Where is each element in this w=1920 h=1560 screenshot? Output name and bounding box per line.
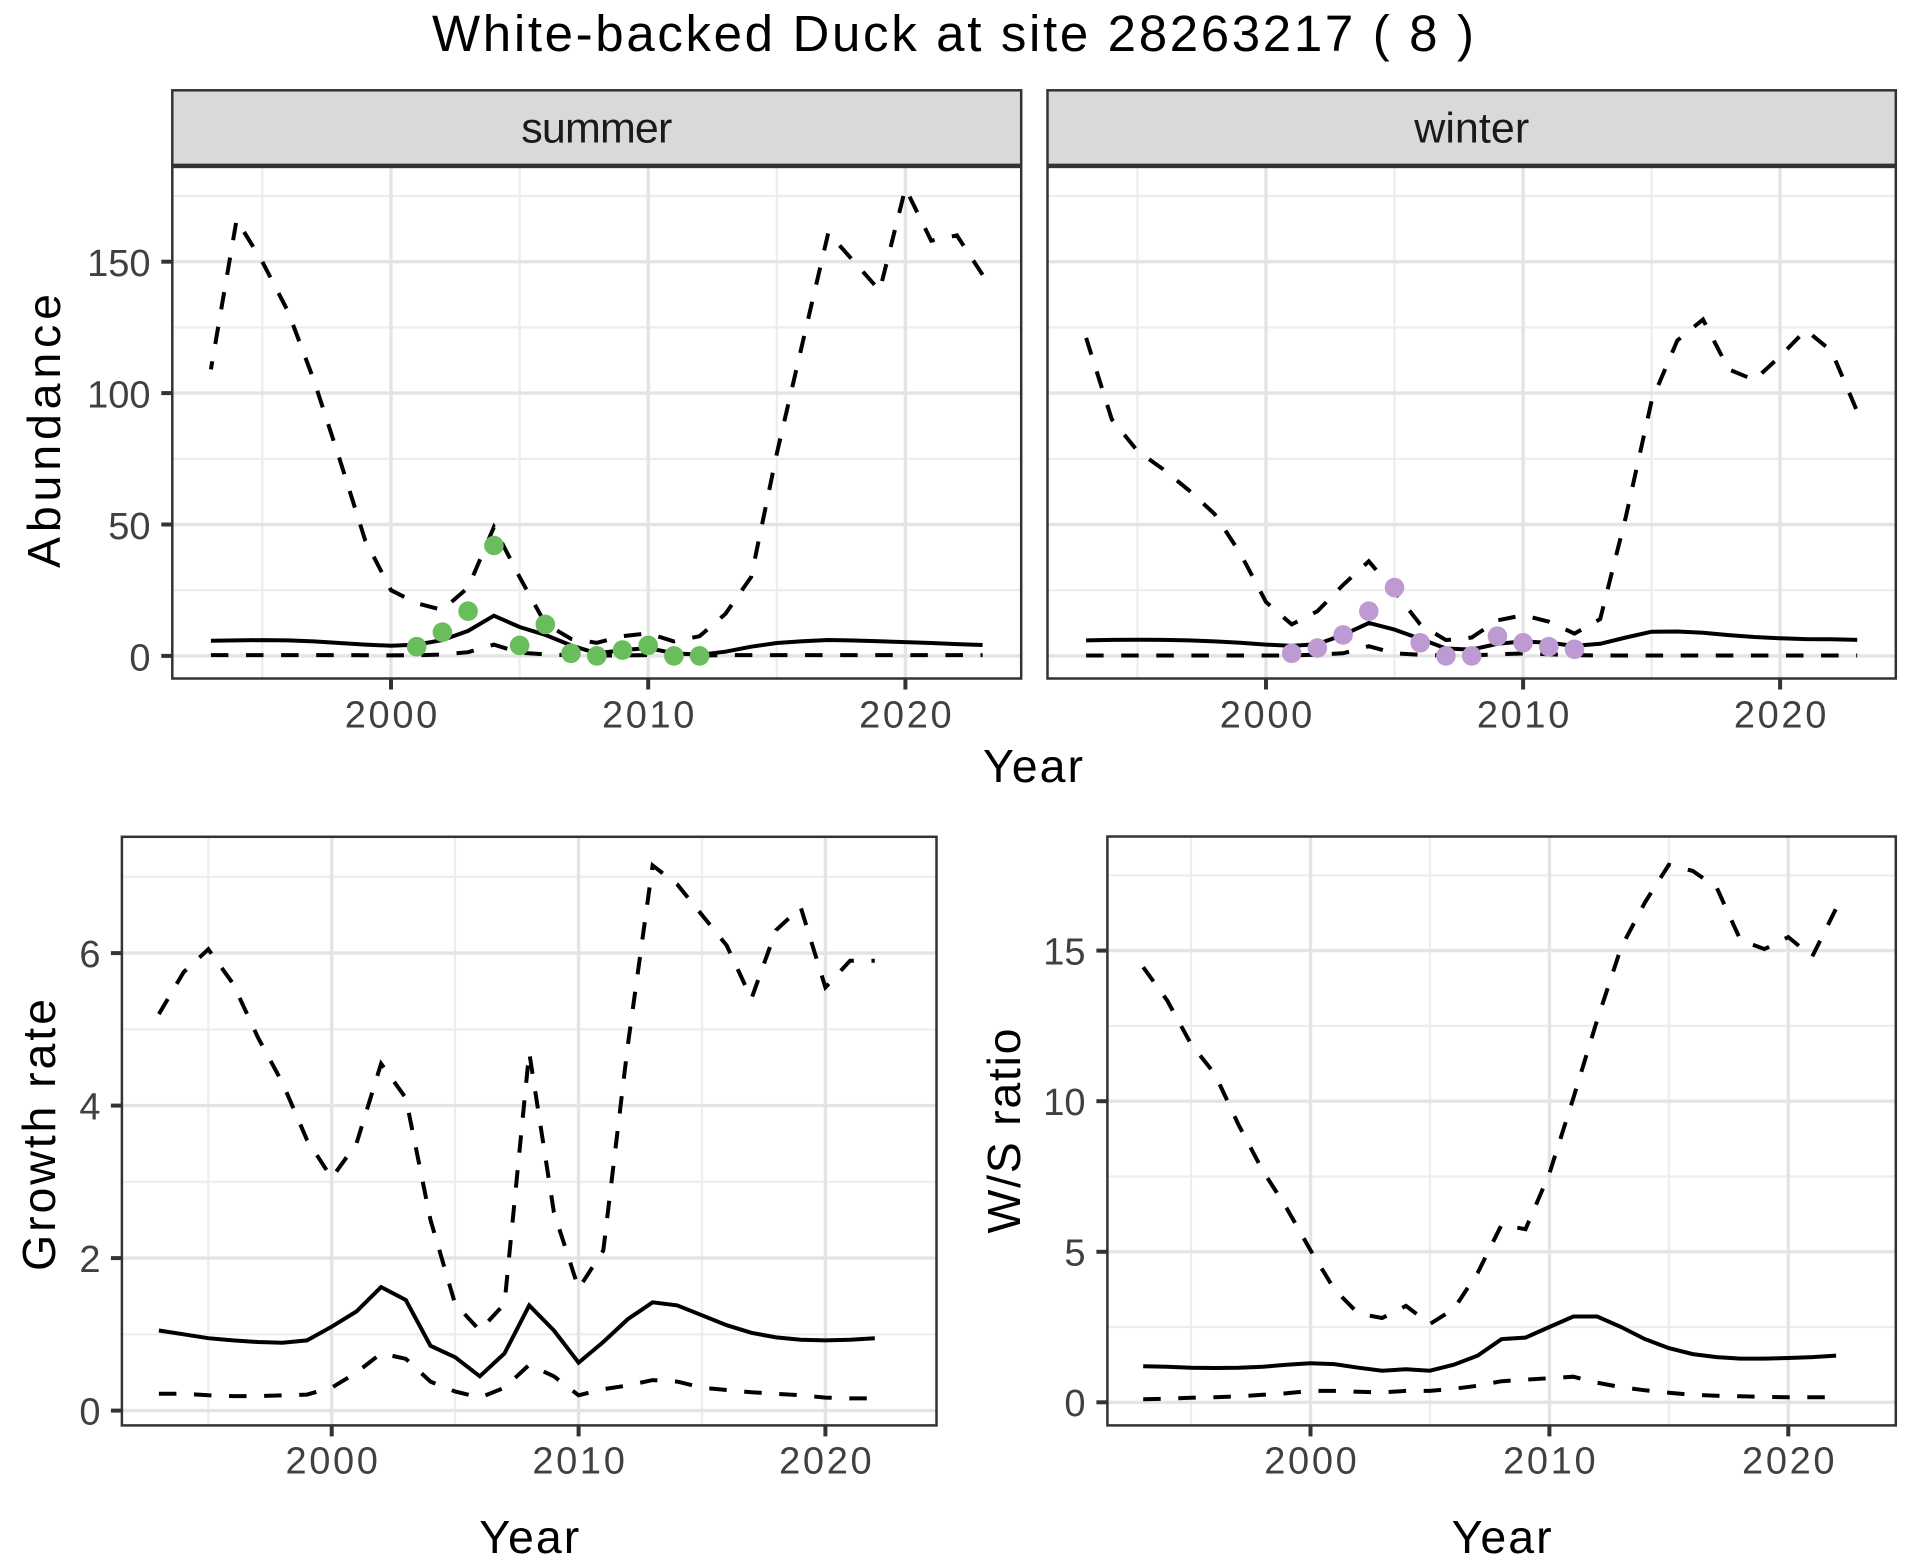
svg-text:Year: Year (983, 740, 1083, 792)
svg-text:6: 6 (79, 934, 100, 976)
svg-text:10: 10 (1043, 1082, 1085, 1124)
svg-text:0: 0 (79, 1392, 100, 1434)
svg-text:winter: winter (1413, 105, 1529, 153)
svg-text:White-backed Duck at site 2826: White-backed Duck at site 28263217 ( 8 ) (432, 5, 1474, 62)
svg-text:150: 150 (87, 243, 150, 285)
svg-text:Year: Year (1452, 1511, 1552, 1560)
svg-text:50: 50 (108, 506, 150, 548)
svg-text:0: 0 (1064, 1383, 1085, 1425)
svg-text:Abundance: Abundance (18, 294, 70, 568)
svg-text:summer: summer (521, 105, 672, 153)
svg-text:100: 100 (87, 375, 150, 417)
svg-text:W/S ratio: W/S ratio (978, 1029, 1030, 1234)
svg-text:5: 5 (1064, 1233, 1085, 1275)
svg-text:0: 0 (129, 637, 150, 679)
svg-text:2: 2 (79, 1239, 100, 1281)
svg-text:15: 15 (1043, 932, 1085, 974)
svg-text:4: 4 (79, 1087, 100, 1129)
svg-text:Year: Year (479, 1511, 579, 1560)
